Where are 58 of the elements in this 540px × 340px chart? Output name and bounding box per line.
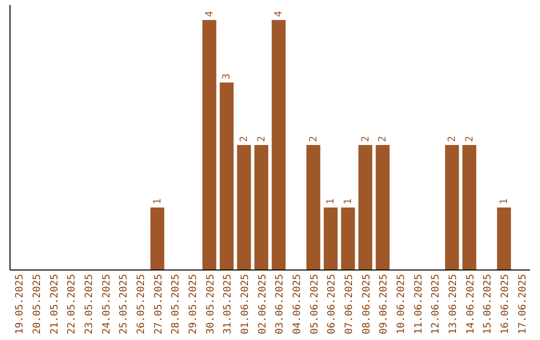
bar <box>150 208 164 270</box>
data-label: 1 <box>326 198 337 204</box>
x-tick-label: 11.06.2025 <box>413 274 424 334</box>
bar <box>324 208 338 270</box>
bar <box>306 145 320 270</box>
x-tick-label: 25.05.2025 <box>118 274 130 334</box>
x-tick-label: 10.06.2025 <box>396 274 407 334</box>
x-tick-label: 16.06.2025 <box>500 274 511 334</box>
data-label: 2 <box>360 136 372 142</box>
data-label: 4 <box>204 10 216 17</box>
x-tick-label: 21.05.2025 <box>49 274 60 334</box>
x-tick-label: 22.05.2025 <box>66 274 78 334</box>
x-tick-label: 31.05.2025 <box>222 274 234 334</box>
data-label: 1 <box>499 198 510 204</box>
data-label: 1 <box>343 198 354 204</box>
x-tick-label: 29.05.2025 <box>188 274 199 334</box>
bar <box>376 145 390 270</box>
x-tick-label: 14.06.2025 <box>465 274 476 334</box>
bar <box>202 20 216 270</box>
data-label: 1 <box>152 198 164 204</box>
bar <box>237 145 251 270</box>
bar <box>497 208 511 270</box>
bar <box>462 145 476 270</box>
x-tick-label: 09.06.2025 <box>378 274 390 334</box>
data-label: 2 <box>464 136 476 142</box>
data-label: 4 <box>274 10 285 17</box>
x-tick-label: 13.06.2025 <box>448 274 459 334</box>
data-label: 2 <box>447 136 458 142</box>
x-tick-label: 24.05.2025 <box>101 274 112 334</box>
x-tick-label: 02.06.2025 <box>257 274 268 334</box>
x-tick-label: 07.06.2025 <box>344 274 355 334</box>
data-label: 2 <box>378 136 389 142</box>
bar <box>358 145 372 270</box>
x-tick-label: 03.06.2025 <box>274 274 286 334</box>
x-tick-label: 23.05.2025 <box>84 274 95 334</box>
bar <box>220 82 234 270</box>
data-label: 3 <box>222 73 233 80</box>
data-label: 2 <box>256 136 268 142</box>
x-tick-label: 05.06.2025 <box>309 274 320 334</box>
x-tick-label: 08.06.2025 <box>361 274 372 334</box>
bar <box>254 145 268 270</box>
x-tick-label: 17.06.2025 <box>517 274 528 334</box>
x-tick-label: 04.06.2025 <box>292 274 303 334</box>
x-tick-label: 26.05.2025 <box>136 274 147 334</box>
x-tick-label: 06.06.2025 <box>326 274 338 334</box>
x-tick-label: 01.06.2025 <box>240 274 251 334</box>
x-tick-label: 19.05.2025 <box>14 274 26 334</box>
data-label: 2 <box>239 136 250 142</box>
x-tick-label: 20.05.2025 <box>32 274 43 334</box>
bar <box>341 208 355 270</box>
bar <box>272 20 286 270</box>
x-tick-label: 30.05.2025 <box>205 274 216 334</box>
x-tick-label: 27.05.2025 <box>153 274 164 334</box>
data-label: 2 <box>308 136 320 142</box>
bar <box>445 145 459 270</box>
x-tick-label: 15.06.2025 <box>482 274 494 334</box>
x-tick-label: 28.05.2025 <box>170 274 182 334</box>
x-tick-label: 12.06.2025 <box>430 274 442 334</box>
